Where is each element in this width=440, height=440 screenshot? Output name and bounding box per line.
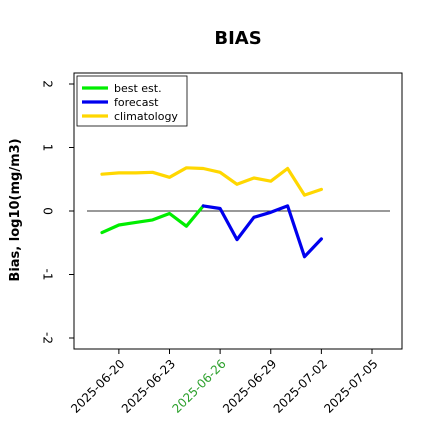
legend-label: climatology — [114, 110, 178, 123]
series-line-forecast — [201, 204, 323, 259]
y-tick-label: 1 — [41, 144, 55, 152]
series-line-best-est- — [100, 204, 205, 235]
y-tick-label: 2 — [41, 80, 55, 88]
y-axis-label: Bias, log10(mg/m3) — [8, 138, 23, 281]
series-line-climatology — [100, 166, 323, 197]
legend-label: best est. — [114, 82, 162, 95]
y-tick-label: -2 — [41, 332, 55, 344]
y-tick-label: -1 — [41, 269, 55, 281]
y-tick-label: 0 — [41, 207, 55, 215]
x-tick-label: 2025-07-05 — [321, 357, 380, 416]
legend-label: forecast — [114, 96, 159, 109]
chart-title: BIAS — [214, 28, 261, 49]
